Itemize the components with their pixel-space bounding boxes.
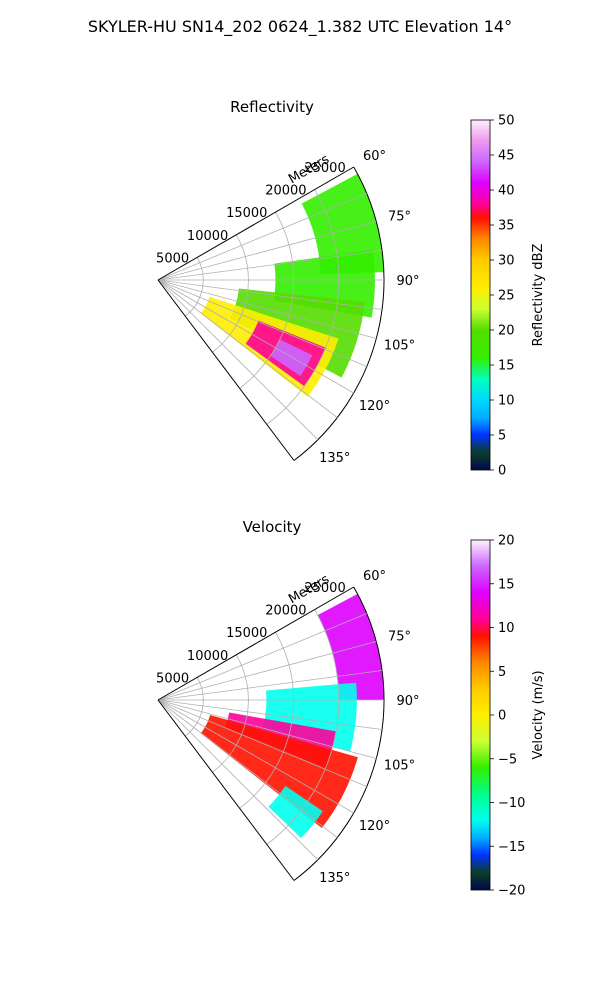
reflectivity-colorbar-tick-label: 20 [498,324,515,339]
velocity-colorbar-tick-label: 10 [498,621,515,636]
reflectivity-range-ring [184,257,204,317]
velocity-azimuth-tick-label: 120° [359,819,390,834]
velocity-colorbar-tick-label: −20 [498,884,525,899]
reflectivity-azimuth-gridline [157,221,377,281]
reflectivity-colorbar-label: Reflectivity dBZ [531,244,546,347]
reflectivity-azimuth-tick-label: 90° [396,274,419,289]
reflectivity-echo-region [270,339,313,377]
velocity-outer-ring [293,586,385,881]
reflectivity-azimuth-gridline [157,250,383,281]
reflectivity-range-ring [266,189,340,425]
reflectivity-colorbar-tick-label: 45 [498,149,515,164]
velocity-colorbar-label: Velocity (m/s) [531,670,546,759]
velocity-colorbar-tick-label: 15 [498,577,515,592]
velocity-azimuth-gridline [157,699,377,759]
reflectivity-colorbar-tick-label: 40 [498,184,515,199]
velocity-echo-region [317,593,384,700]
reflectivity-range-ring [212,234,249,353]
reflectivity-azimuth-gridline [157,279,354,394]
reflectivity-azimuth-gridline [157,193,367,281]
reflectivity-colorbar-ticks: 0 5 10 15 20 25 30 35 40 45 50 [490,114,515,479]
reflectivity-azimuth-gridline [157,279,377,339]
velocity-colorbar-tick-label: 5 [498,665,506,680]
velocity-radial-tick-label: 15000 [226,626,267,641]
reflectivity-radial-tick-label: 15000 [226,206,267,221]
reflectivity-colorbar-tick-label: 10 [498,394,515,409]
reflectivity-colorbar-tick-label: 5 [498,429,506,444]
velocity-colorbar-tick-label: −15 [498,840,525,855]
velocity-radial-tick-label: 20000 [265,604,306,619]
reflectivity-colorbar-tick-label: 25 [498,289,515,304]
reflectivity-azimuth-tick-label: 60° [363,149,386,164]
velocity-azimuth-tick-label: 135° [319,871,350,886]
reflectivity-radial-tick-label: 5000 [156,251,189,266]
reflectivity-grid [157,166,385,461]
reflectivity-azimuth-ticks: 60° 75° 90° 105° 120° 135° [319,149,419,466]
velocity-azimuth-gridline [157,641,377,701]
velocity-azimuth-ticks: 60° 75° 90° 105° 120° 135° [319,569,419,886]
velocity-radial-tick-label: 10000 [187,649,228,664]
reflectivity-azimuth-tick-label: 135° [319,451,350,466]
reflectivity-azimuth-tick-label: 120° [359,399,390,414]
velocity-panel: Velocity 5000 10000 15000 20000 25000 60° 75°… [156,518,546,899]
velocity-range-ring [184,677,204,737]
reflectivity-radial-tick-label: 20000 [265,184,306,199]
velocity-grid [157,586,385,881]
velocity-radial-tick-label: 5000 [156,671,189,686]
reflectivity-colorbar-tick-label: 35 [498,219,515,234]
velocity-sector-edge [157,586,354,701]
velocity-azimuth-gridline [157,699,354,814]
velocity-azimuth-tick-label: 105° [384,759,415,774]
reflectivity-echo-layer [200,173,384,397]
velocity-colorbar-tick-label: −5 [498,752,517,767]
reflectivity-panel: Reflectivity 5000 10000 15000 20000 25000 60… [156,98,546,479]
velocity-echo-region [268,785,323,839]
reflectivity-radial-tick-label: 10000 [187,229,228,244]
velocity-sector-edge [157,699,295,881]
velocity-azimuth-gridline [157,699,319,861]
velocity-azimuth-gridline [157,699,338,838]
reflectivity-colorbar-tick-label: 15 [498,359,515,374]
velocity-azimuth-tick-label: 60° [363,569,386,584]
reflectivity-chart-title: Reflectivity [230,98,314,116]
figure-title: SKYLER-HU SN14_202 0624_1.382 UTC Elevat… [88,17,512,37]
reflectivity-colorbar-tick-label: 30 [498,254,515,269]
velocity-azimuth-gridline [157,613,367,701]
reflectivity-radial-ticks: 5000 10000 15000 20000 25000 [156,161,346,266]
reflectivity-radial-tick-label: 25000 [304,161,345,176]
reflectivity-azimuth-gridline [157,279,319,441]
velocity-colorbar [470,539,491,891]
velocity-colorbar-tick-label: −10 [498,796,525,811]
velocity-range-ring [239,632,294,809]
reflectivity-outer-ring [293,166,385,461]
reflectivity-azimuth-gridline [157,279,367,367]
reflectivity-range-ring [239,212,294,389]
reflectivity-azimuth-tick-label: 75° [388,209,411,224]
reflectivity-echo-region [301,173,384,275]
reflectivity-sector-edge [157,279,295,461]
velocity-azimuth-gridline [157,670,383,701]
reflectivity-colorbar-tick-label: 50 [498,114,515,129]
velocity-azimuth-gridline [157,699,383,730]
velocity-range-ring [212,654,249,773]
reflectivity-sector-edge [157,166,354,281]
reflectivity-azimuth-gridline [157,279,338,418]
velocity-colorbar-tick-label: 20 [498,534,515,549]
velocity-colorbar-ticks: −20 −15 −10 −5 0 5 10 15 20 [490,534,525,899]
reflectivity-azimuth-gridline [157,279,383,310]
reflectivity-colorbar [470,119,491,471]
reflectivity-colorbar-tick-label: 0 [498,464,506,479]
velocity-echo-region [200,714,358,829]
velocity-azimuth-tick-label: 75° [388,629,411,644]
velocity-chart-title: Velocity [243,518,302,536]
velocity-azimuth-tick-label: 90° [396,694,419,709]
velocity-azimuth-gridline [157,699,367,787]
reflectivity-azimuth-tick-label: 105° [384,339,415,354]
velocity-range-ring [266,609,340,845]
velocity-colorbar-tick-label: 0 [498,709,506,724]
velocity-radial-tick-label: 25000 [304,581,345,596]
velocity-radial-ticks: 5000 10000 15000 20000 25000 [156,581,346,686]
